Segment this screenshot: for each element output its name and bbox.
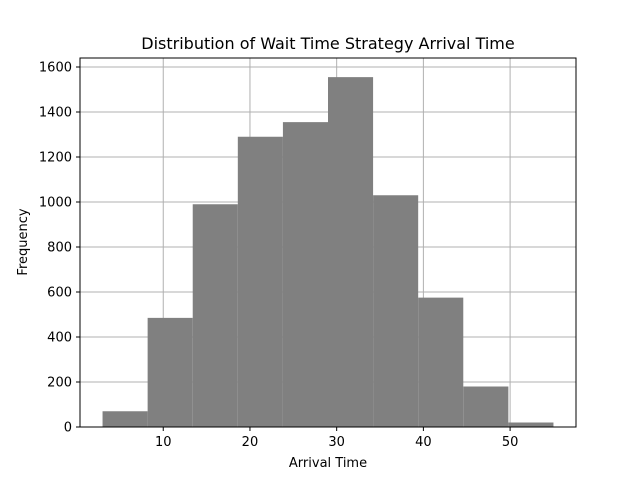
histogram-bar — [508, 422, 554, 427]
y-tick-label: 1400 — [39, 106, 72, 121]
x-tick-label: 30 — [328, 435, 345, 450]
y-tick-label: 1000 — [39, 196, 72, 211]
y-tick-label: 600 — [47, 286, 72, 301]
x-tick-label: 10 — [155, 435, 172, 450]
y-tick-label: 200 — [47, 376, 72, 391]
x-tick-label: 40 — [415, 435, 432, 450]
chart-title: Distribution of Wait Time Strategy Arriv… — [141, 34, 514, 53]
y-tick-label: 1600 — [39, 61, 72, 76]
axis-ticks: 10 20 30 40 50 0 200 400 600 800 1000 1200 1400 1600 — [39, 61, 518, 451]
y-tick-label: 800 — [47, 241, 72, 256]
y-axis-label: Frequency — [16, 208, 31, 275]
histogram-bar — [328, 77, 374, 427]
y-tick-label: 0 — [64, 421, 72, 436]
histogram-bar — [102, 411, 148, 427]
histogram-bar — [418, 297, 464, 427]
histogram-bar — [237, 136, 283, 427]
y-tick-label: 1200 — [39, 151, 72, 166]
plot-frame — [79, 57, 577, 428]
histogram-bars — [102, 77, 554, 427]
histogram-bar — [463, 386, 509, 427]
histogram-bar — [282, 122, 328, 427]
histogram-bar — [147, 317, 193, 427]
histogram-bar — [192, 204, 238, 427]
x-tick-label: 20 — [242, 435, 259, 450]
y-tick-label: 400 — [47, 331, 72, 346]
histogram-bar — [373, 195, 419, 427]
x-tick-label: 50 — [502, 435, 519, 450]
x-axis-label: Arrival Time — [289, 456, 367, 471]
